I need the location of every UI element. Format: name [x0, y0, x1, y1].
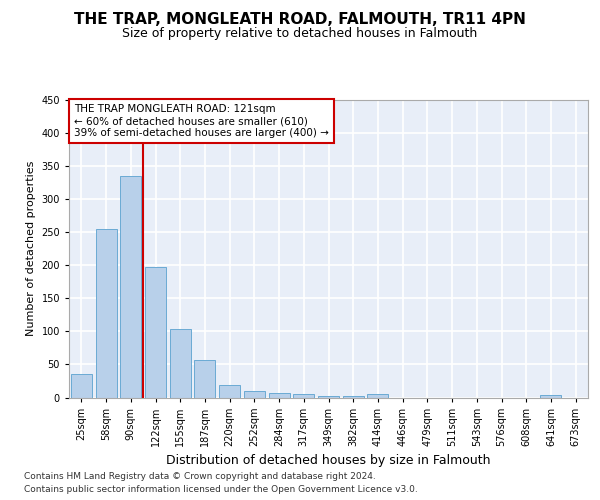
Bar	[219, 385, 240, 398]
Text: Contains public sector information licensed under the Open Government Licence v3: Contains public sector information licen…	[24, 484, 418, 494]
Bar	[318, 396, 339, 398]
Bar	[170, 330, 191, 398]
Text: THE TRAP MONGLEATH ROAD: 121sqm
← 60% of detached houses are smaller (610)
39% o: THE TRAP MONGLEATH ROAD: 121sqm ← 60% of…	[74, 104, 329, 138]
Bar	[145, 268, 166, 398]
Bar	[541, 395, 562, 398]
Bar	[95, 229, 116, 398]
Text: Size of property relative to detached houses in Falmouth: Size of property relative to detached ho…	[122, 28, 478, 40]
Bar	[120, 176, 141, 398]
Bar	[194, 360, 215, 398]
Bar	[71, 374, 92, 398]
Bar	[293, 394, 314, 398]
Y-axis label: Number of detached properties: Number of detached properties	[26, 161, 36, 336]
Text: THE TRAP, MONGLEATH ROAD, FALMOUTH, TR11 4PN: THE TRAP, MONGLEATH ROAD, FALMOUTH, TR11…	[74, 12, 526, 28]
Bar	[244, 391, 265, 398]
Bar	[343, 396, 364, 398]
Text: Contains HM Land Registry data © Crown copyright and database right 2024.: Contains HM Land Registry data © Crown c…	[24, 472, 376, 481]
X-axis label: Distribution of detached houses by size in Falmouth: Distribution of detached houses by size …	[166, 454, 491, 468]
Bar	[367, 394, 388, 398]
Bar	[269, 393, 290, 398]
